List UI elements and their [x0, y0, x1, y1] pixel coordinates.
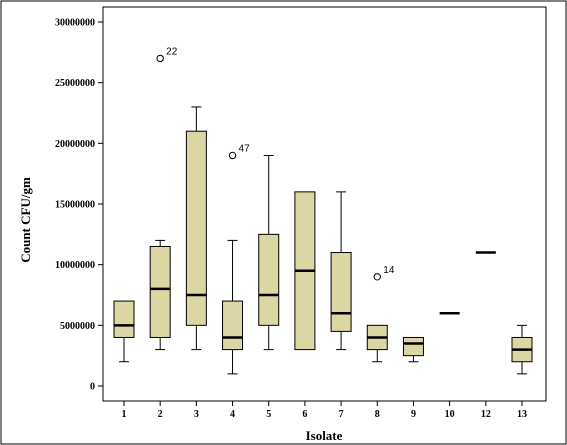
box-isolate-7 [330, 191, 352, 351]
box-iqr [330, 252, 352, 332]
y-tick-label: 10000000 [55, 260, 95, 271]
box-isolate-13 [511, 324, 533, 375]
box-isolate-6 [294, 191, 316, 351]
x-tick-label: 4 [230, 409, 235, 420]
x-tick-label: 1 [122, 409, 127, 420]
y-tick-label: 15000000 [55, 200, 95, 211]
box-isolate-9 [402, 336, 424, 363]
box-iqr [149, 245, 171, 338]
outlier-22: 22 [156, 46, 178, 63]
x-tick-label: 13 [517, 409, 527, 420]
box-isolate-5 [258, 154, 280, 351]
outlier-label: 14 [383, 265, 395, 276]
x-tick-label: 3 [194, 409, 199, 420]
outlier-label: 22 [166, 46, 178, 57]
outlier-point [156, 54, 164, 63]
box-isolate-3 [185, 106, 207, 351]
box-iqr [113, 300, 135, 338]
outlier-point [228, 151, 237, 160]
x-tick-label: 9 [411, 409, 416, 420]
box-isolate-8 [366, 324, 388, 363]
x-tick-label: 2 [158, 409, 163, 420]
outlier-point [373, 273, 381, 281]
x-tick-label: 8 [375, 409, 380, 420]
x-tick-label: 10 [445, 409, 455, 420]
y-tick-label: 0 [90, 382, 95, 393]
y-axis: 0 5000000 10000000 15000000 20000000 25000000… [55, 18, 103, 393]
y-tick-label: 30000000 [55, 18, 95, 29]
y-axis-title: Count CFU/gm [18, 177, 33, 263]
x-tick-label: 6 [302, 409, 307, 420]
outlier-47: 47 [228, 143, 251, 160]
box-isolate-1 [113, 300, 135, 363]
y-tick-label: 5000000 [60, 321, 95, 332]
x-tick-label: 7 [339, 409, 344, 420]
y-tick-label: 25000000 [55, 78, 95, 89]
box-isolate-2 [149, 239, 171, 351]
outlier-label: 47 [239, 143, 251, 154]
box-iqr [402, 336, 424, 357]
boxes-layer [113, 106, 533, 375]
outlier-14: 14 [373, 265, 395, 281]
box-iqr [222, 300, 244, 351]
x-tick-label: 5 [266, 409, 271, 420]
x-tick-label: 12 [481, 409, 491, 420]
outliers-layer: 22 47 14 [156, 46, 395, 281]
x-axis: 1 2 3 4 5 6 7 8 9 10 12 13 [122, 401, 527, 420]
y-tick-label: 20000000 [55, 139, 95, 150]
x-axis-title: Isolate [306, 428, 343, 443]
box-iqr [185, 130, 207, 326]
box-iqr [258, 233, 280, 326]
box-isolate-4 [222, 239, 244, 375]
